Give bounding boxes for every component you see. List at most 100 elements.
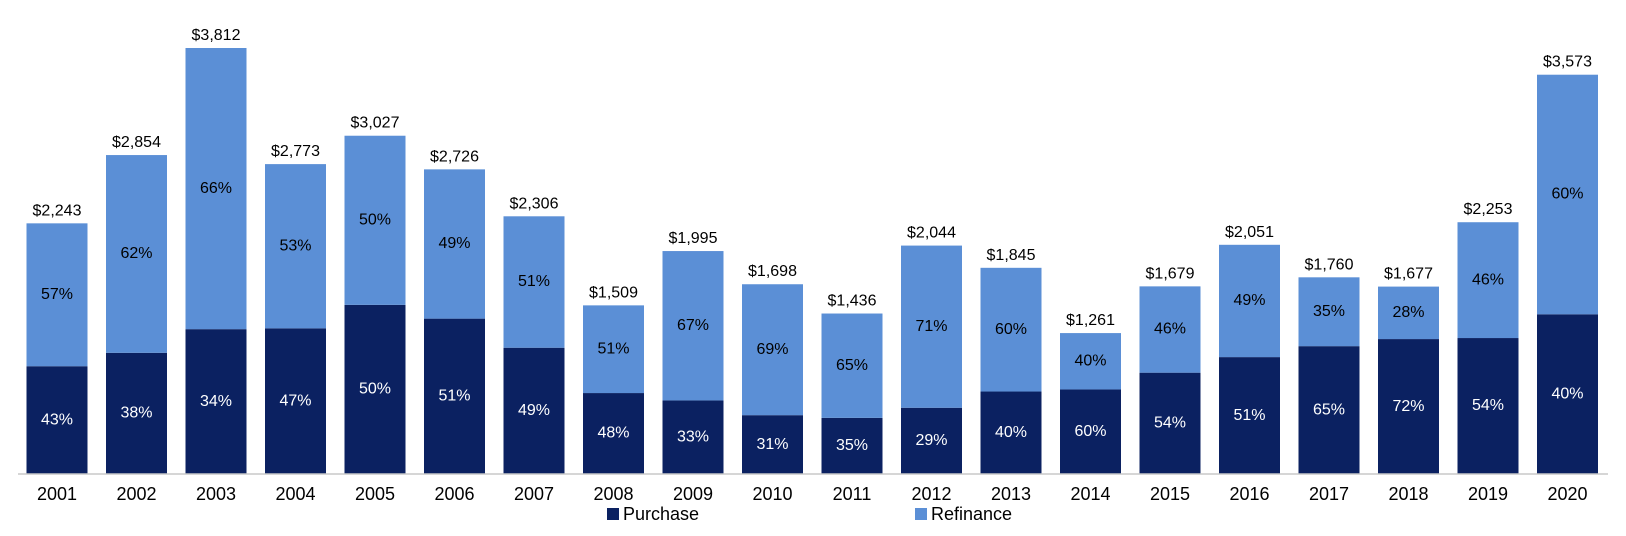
label-total-2016: $2,051 <box>1225 224 1274 241</box>
label-total-2014: $1,261 <box>1066 312 1115 329</box>
label-purchase-pct-2009: 33% <box>677 428 709 445</box>
label-total-2002: $2,854 <box>112 134 161 151</box>
label-total-2001: $2,243 <box>33 202 82 219</box>
bar-refinance-2002 <box>106 155 167 353</box>
bar-purchase-2008 <box>583 393 644 474</box>
bar-refinance-2019 <box>1457 222 1519 339</box>
label-refinance-pct-2012: 71% <box>915 318 947 335</box>
label-total-2012: $2,044 <box>907 225 956 242</box>
bar-refinance-2008 <box>583 305 644 394</box>
bar-refinance-2018 <box>1378 286 1439 340</box>
x-tick-2006: 2006 <box>434 484 474 504</box>
bar-purchase-2009 <box>662 400 724 474</box>
bar-refinance-2015 <box>1139 286 1201 373</box>
x-tick-labels: 2001 2002 2003 2004 2005 2006 2007 2008 2009 2010… <box>37 484 1588 504</box>
x-tick-2011: 2011 <box>833 484 872 504</box>
label-total-2007: $2,306 <box>510 195 559 212</box>
label-refinance-pct-2003: 66% <box>200 180 232 197</box>
label-total-2011: $1,436 <box>828 293 877 310</box>
label-purchase-pct-2014: 60% <box>1074 423 1106 440</box>
bar-refinance-2012 <box>901 245 962 408</box>
x-tick-2017: 2017 <box>1309 484 1349 504</box>
x-tick-2004: 2004 <box>275 484 315 504</box>
label-purchase-pct-2006: 51% <box>438 388 470 405</box>
label-purchase-pct-2016: 51% <box>1233 407 1265 424</box>
x-tick-2002: 2002 <box>116 484 156 504</box>
x-tick-2010: 2010 <box>752 484 792 504</box>
bar-refinance-2016 <box>1219 244 1280 358</box>
legend-label-refinance: Refinance <box>931 504 1012 524</box>
x-tick-2020: 2020 <box>1547 484 1587 504</box>
x-tick-2008: 2008 <box>593 484 633 504</box>
bar-refinance-2003 <box>185 48 247 330</box>
label-purchase-pct-2002: 38% <box>120 405 152 422</box>
bar-purchase-2007 <box>503 347 565 474</box>
label-refinance-pct-2006: 49% <box>438 235 470 252</box>
bar-refinance-2013 <box>980 267 1042 392</box>
label-refinance-pct-2016: 49% <box>1233 292 1265 309</box>
label-total-2017: $1,760 <box>1305 256 1354 273</box>
label-refinance-pct-2009: 67% <box>677 317 709 334</box>
bar-refinance-2020 <box>1537 74 1598 315</box>
label-purchase-pct-2001: 43% <box>41 411 73 428</box>
label-total-2006: $2,726 <box>430 148 479 165</box>
bar-purchase-2015 <box>1139 372 1201 474</box>
label-purchase-pct-2007: 49% <box>518 402 550 419</box>
legend-swatch-refinance <box>915 508 927 520</box>
label-total-2004: $2,773 <box>271 143 320 160</box>
label-refinance-pct-2001: 57% <box>41 286 73 303</box>
label-refinance-pct-2007: 51% <box>518 273 550 290</box>
label-total-2010: $1,698 <box>748 263 797 280</box>
bar-refinance-2007 <box>503 216 565 348</box>
bar-purchase-2016 <box>1219 357 1280 474</box>
legend-swatch-purchase <box>607 508 619 520</box>
bar-refinance-2004 <box>265 164 326 329</box>
x-tick-2019: 2019 <box>1468 484 1508 504</box>
bar-purchase-2001 <box>26 366 88 474</box>
bar-purchase-2018 <box>1378 339 1439 474</box>
bar-purchase-2014 <box>1060 389 1121 474</box>
label-refinance-pct-2018: 28% <box>1392 304 1424 321</box>
label-purchase-pct-2012: 29% <box>915 432 947 449</box>
legend: Purchase Refinance <box>607 504 1012 524</box>
bar-purchase-2006 <box>424 318 485 474</box>
bar-refinance-2017 <box>1298 277 1360 347</box>
x-tick-2016: 2016 <box>1229 484 1269 504</box>
label-total-2020: $3,573 <box>1543 54 1592 71</box>
x-tick-2003: 2003 <box>196 484 236 504</box>
label-purchase-pct-2011: 35% <box>836 437 868 454</box>
x-tick-2014: 2014 <box>1070 484 1110 504</box>
label-total-2008: $1,509 <box>589 284 638 301</box>
label-purchase-pct-2008: 48% <box>597 425 629 442</box>
label-refinance-pct-2020: 60% <box>1551 186 1583 203</box>
label-refinance-pct-2019: 46% <box>1472 271 1504 288</box>
label-refinance-pct-2010: 69% <box>756 341 788 358</box>
label-purchase-pct-2019: 54% <box>1472 397 1504 414</box>
x-tick-2012: 2012 <box>911 484 951 504</box>
label-refinance-pct-2015: 46% <box>1154 321 1186 338</box>
label-refinance-pct-2014: 40% <box>1074 352 1106 369</box>
bar-purchase-2017 <box>1298 346 1360 474</box>
label-purchase-pct-2010: 31% <box>756 436 788 453</box>
label-total-2013: $1,845 <box>987 247 1036 264</box>
label-total-2015: $1,679 <box>1146 265 1195 282</box>
bar-purchase-2019 <box>1457 338 1519 474</box>
bars-group: 43% 57% $2,243 38% 62% $2,854 34% 66% $3,812 47% 5… <box>26 27 1598 474</box>
bar-purchase-2020 <box>1537 314 1598 474</box>
bar-refinance-2005 <box>344 135 406 305</box>
label-total-2003: $3,812 <box>192 27 241 44</box>
x-tick-2013: 2013 <box>991 484 1031 504</box>
label-refinance-pct-2017: 35% <box>1313 303 1345 320</box>
label-total-2018: $1,677 <box>1384 266 1433 283</box>
label-purchase-pct-2015: 54% <box>1154 415 1186 432</box>
label-purchase-pct-2013: 40% <box>995 424 1027 441</box>
label-total-2019: $2,253 <box>1464 201 1513 218</box>
bar-refinance-2011 <box>821 313 883 418</box>
x-tick-2015: 2015 <box>1150 484 1190 504</box>
legend-label-purchase: Purchase <box>623 504 699 524</box>
bar-purchase-2002 <box>106 352 167 474</box>
bar-purchase-2012 <box>901 407 962 474</box>
label-refinance-pct-2002: 62% <box>120 245 152 262</box>
bar-purchase-2011 <box>821 417 883 474</box>
